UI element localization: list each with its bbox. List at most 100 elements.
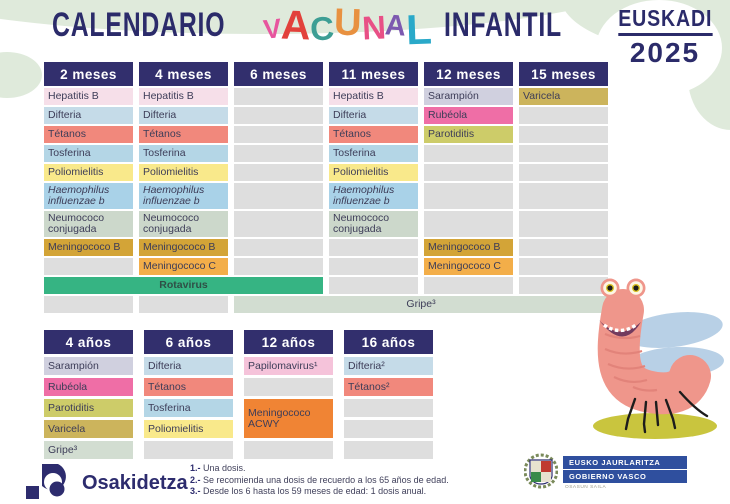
footnote-1-text: Una dosis. [203,463,246,473]
empty-cell [234,239,323,256]
vaccine-cell: Varicela [44,420,133,438]
vaccine-cell: Hepatitis B [44,88,133,105]
vaccine-cell: Meningococo ACWY [244,399,333,438]
gobierno-vasco-text: EUSKO JAURLARITZA GOBIERNO VASCO OSASUN … [563,456,687,490]
vaccine-cell: Tosferina [44,145,133,162]
empty-cell [329,239,418,256]
vaccine-cell: Meningococo C [139,258,228,275]
vaccine-cell: Haemophilus influenzae b [139,183,228,209]
vaccine-cell: Tétanos [144,378,233,396]
footnote-1: 1.- Una dosis. [190,463,449,475]
footnote-2-text: Se recomienda una dosis de recuerdo a lo… [203,474,449,485]
empty-cell [44,258,133,275]
empty-cell [234,145,323,162]
vaccine-cell: Varicela [519,88,608,105]
title-letter: A [384,8,408,43]
title-letter: N [360,7,387,47]
background-blob-left [0,52,42,98]
empty-cell [234,126,323,143]
empty-cell [424,211,513,237]
vaccine-cell: Rubéola [424,107,513,124]
age-column-header: 12 años [244,330,333,354]
mosquito-mascot-illustration [593,278,724,439]
vaccine-cell: Tétanos [139,126,228,143]
vaccine-cell: Parotiditis [44,399,133,417]
vaccine-cell: Poliomielitis [329,164,418,181]
vaccine-cell: Poliomielitis [144,420,233,438]
vaccine-cell: Difteria [139,107,228,124]
vaccine-table-years: 4 años 6 años 12 años 16 años Sarampión Rubéo… [44,330,433,459]
empty-cell [244,378,333,396]
age-column-header: 15 meses [519,62,608,86]
vaccine-cell: Sarampión [424,88,513,105]
empty-cell [329,258,418,275]
vaccine-cell: Difteria² [344,357,433,375]
age-column-header: 4 meses [139,62,228,86]
age-column-header: 6 años [144,330,233,354]
vaccine-cell: Papilomavirus¹ [244,357,333,375]
footnote-3-num: 3.- [190,486,201,496]
empty-cell [234,88,323,105]
region-label: EUSKADI [618,5,713,36]
title-letter: U [333,1,363,45]
vaccine-cell: Meningococo B [44,239,133,256]
empty-cell [519,258,608,275]
empty-cell [234,183,323,209]
gobierno-vasco-logo: EUSKO JAURLARITZA GOBIERNO VASCO OSASUN … [524,452,687,492]
empty-cell [234,258,323,275]
empty-cell [234,164,323,181]
vaccine-cell: Haemophilus influenzae b [329,183,418,209]
age-column-header: 12 meses [424,62,513,86]
vaccine-cell: Rotavirus [44,277,323,294]
vaccine-cell: Tétanos² [344,378,433,396]
vaccine-cell: Rubéola [44,378,133,396]
title-letter: C [309,8,336,48]
background-highlight [596,0,722,96]
empty-cell [424,183,513,209]
osakidetza-logo-icon [26,464,66,499]
region-year-block: EUSKADI 2025 [610,5,720,69]
osasun-saila-label: OSASUN SAILA [565,485,607,490]
age-column-header: 6 meses [234,62,323,86]
age-column-header: 16 años [344,330,433,354]
empty-cell [244,441,333,459]
empty-cell [344,420,433,438]
age-column-header: 11 meses [329,62,418,86]
vaccine-cell: Neumococo conjugada [329,211,418,237]
empty-cell [519,277,608,294]
vaccine-cell: Difteria [329,107,418,124]
vaccine-cell: Meningococo C [424,258,513,275]
vaccine-cell: Hepatitis B [329,88,418,105]
empty-cell [344,399,433,417]
empty-cell [424,164,513,181]
empty-cell [234,107,323,124]
empty-cell [519,126,608,143]
vaccine-cell: Meningococo B [424,239,513,256]
title-infantil: INFANTIL [444,4,563,45]
vaccine-cell: Poliomielitis [44,164,133,181]
vaccine-cell: Tosferina [329,145,418,162]
empty-cell [144,441,233,459]
vaccine-cell: Tosferina [139,145,228,162]
footnote-3-text: Desde los 6 hasta los 59 meses de edad: … [203,486,427,496]
title-letter: V [261,12,283,45]
empty-cell [139,296,228,313]
title-letter: L [405,5,434,54]
empty-cell [344,441,433,459]
title-calendario: CALENDARIO [52,4,226,45]
vaccine-cell: Difteria [44,107,133,124]
footnotes: 1.- Una dosis. 2.- Se recomienda una dos… [190,463,449,498]
vaccine-cell: Neumococo conjugada [139,211,228,237]
empty-cell [424,145,513,162]
eusko-jaurlaritza-bar: EUSKO JAURLARITZA [563,456,687,469]
empty-cell [519,164,608,181]
vaccine-cell: Tétanos [329,126,418,143]
empty-cell [519,145,608,162]
vaccine-cell: Poliomielitis [139,164,228,181]
empty-cell [424,277,513,294]
empty-cell [519,211,608,237]
empty-cell [519,183,608,209]
vaccine-cell: Tétanos [44,126,133,143]
